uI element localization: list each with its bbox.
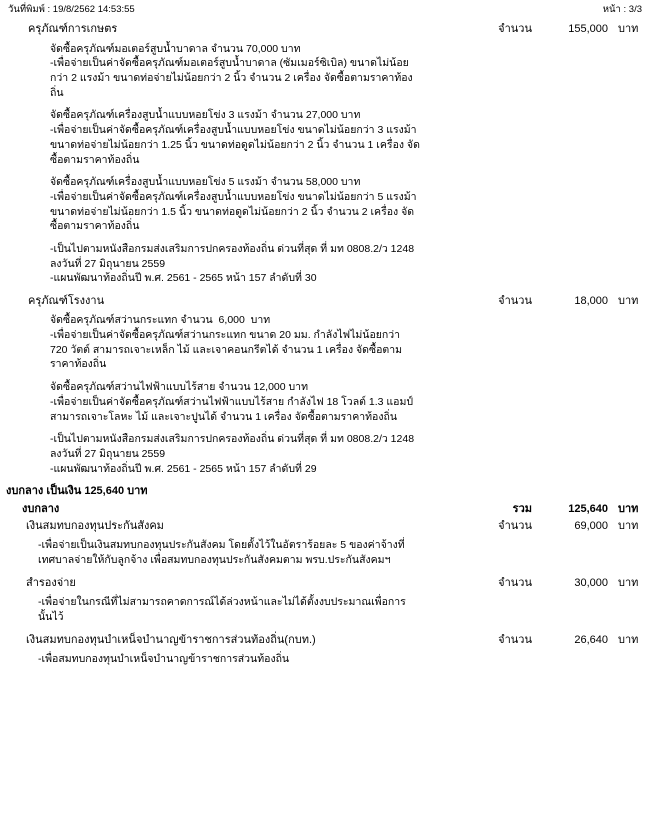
page-number: หน้า : 3/3 [603,3,642,16]
para-s2-1: จัดซื้อครุภัณฑ์สว่านกระแทก จำนวน 6,000 บ… [50,313,420,372]
amount: 69,000 [532,519,612,534]
amount: 18,000 [532,294,612,309]
para-s1-4: -เป็นไปตามหนังสือกรมส่งเสริมการปกครองท้อ… [50,242,420,286]
unit: บาท [612,633,642,648]
para-s1-1: จัดซื้อครุภัณฑ์มอเตอร์สูบน้ำบาดาล จำนวน … [50,42,420,101]
qty-label: จำนวน [472,576,532,591]
unit: บาท [612,22,642,37]
para-s2-3: -เป็นไปตามหนังสือกรมส่งเสริมการปกครองท้อ… [50,432,420,476]
unit: บาท [612,576,642,591]
section-title-factory: ครุภัณฑ์โรงงาน [28,294,104,309]
para-s1-3: จัดซื้อครุภัณฑ์เครื่องสูบน้ำแบบหอยโข่ง 5… [50,175,420,234]
amount: 26,640 [532,633,612,648]
amount: 30,000 [532,576,612,591]
qty-label: จำนวน [472,519,532,534]
sum-label: รวม [472,502,532,517]
para-s1-2: จัดซื้อครุภัณฑ์เครื่องสูบน้ำแบบหอยโข่ง 3… [50,108,420,167]
sum-amount: 125,640 [532,502,612,517]
central-title: งบกลาง [22,502,59,517]
qty-label: จำนวน [472,22,532,37]
central-item-1: เงินสมทบกองทุนประกันสังคม [26,519,164,534]
central-desc-3: -เพื่อสมทบกองทุนบำเหน็จบำนาญข้าราชการส่ว… [38,652,418,667]
qty-label: จำนวน [472,633,532,648]
central-header: งบกลาง เป็นเงิน 125,640 บาท [6,484,650,499]
unit: บาท [612,294,642,309]
section-title-agri: ครุภัณฑ์การเกษตร [28,22,117,37]
print-date: วันที่พิมพ์ : 19/8/2562 14:53:55 [8,3,135,16]
central-item-3: เงินสมทบกองทุนบำเหน็จบำนาญข้าราชการส่วนท… [26,633,316,648]
central-desc-1: -เพื่อจ่ายเป็นเงินสมทบกองทุนประกันสังคม … [38,538,418,567]
central-item-2: สำรองจ่าย [26,576,76,591]
qty-label: จำนวน [472,294,532,309]
unit: บาท [612,519,642,534]
central-desc-2: -เพื่อจ่ายในกรณีที่ไม่สามารถคาดการณ์ได้ล… [38,595,418,624]
para-s2-2: จัดซื้อครุภัณฑ์สว่านไฟฟ้าแบบไร้สาย จำนวน… [50,380,420,424]
amount: 155,000 [532,22,612,37]
unit: บาท [612,502,642,517]
